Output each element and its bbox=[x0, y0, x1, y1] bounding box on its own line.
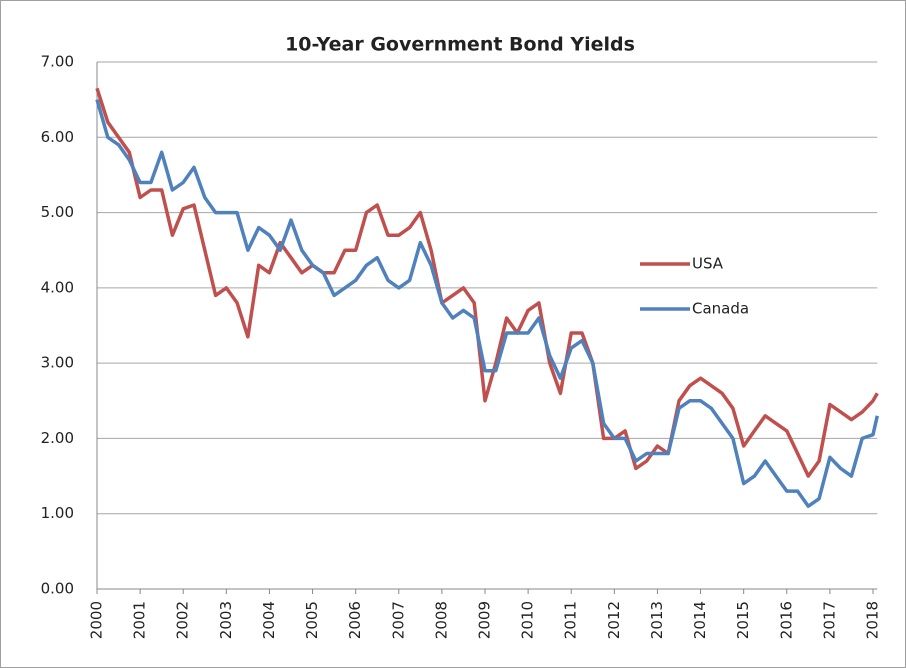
legend-label: Canada bbox=[692, 300, 749, 318]
x-tick-label: 2004 bbox=[260, 601, 278, 639]
y-tick-label: 3.00 bbox=[41, 354, 74, 372]
y-tick-label: 0.00 bbox=[41, 580, 74, 598]
x-tick-label: 2009 bbox=[476, 601, 494, 639]
series-line bbox=[95, 99, 880, 508]
x-tick-label: 2005 bbox=[303, 601, 321, 639]
series-line bbox=[95, 87, 879, 478]
x-tick-label: 2003 bbox=[217, 601, 235, 639]
x-tick-label: 2001 bbox=[131, 601, 149, 639]
y-tick-label: 2.00 bbox=[41, 429, 74, 447]
x-tick-label: 2008 bbox=[432, 601, 450, 639]
x-tick-label: 2018 bbox=[864, 601, 882, 639]
x-tick-label: 2017 bbox=[820, 601, 838, 639]
y-tick-label: 5.00 bbox=[41, 203, 74, 221]
x-tick-label: 2002 bbox=[174, 601, 192, 639]
x-tick-label: 2014 bbox=[691, 601, 709, 639]
x-tick-label: 2006 bbox=[346, 601, 364, 639]
x-tick-label: 2013 bbox=[648, 601, 666, 639]
x-tick-label: 2011 bbox=[562, 601, 580, 639]
x-tick-label: 2012 bbox=[605, 601, 623, 639]
x-tick-label: 2000 bbox=[88, 601, 106, 639]
x-tick-label: 2016 bbox=[777, 601, 795, 639]
x-tick-label: 2015 bbox=[734, 601, 752, 639]
x-tick-label: 2010 bbox=[519, 601, 537, 639]
y-tick-label: 7.00 bbox=[41, 53, 74, 71]
chart-title: 10-Year Government Bond Yields bbox=[285, 34, 635, 56]
legend-label: USA bbox=[692, 255, 724, 273]
y-tick-label: 4.00 bbox=[41, 278, 74, 296]
x-tick-label: 2007 bbox=[389, 601, 407, 639]
y-tick-label: 1.00 bbox=[41, 504, 74, 522]
y-tick-label: 6.00 bbox=[41, 128, 74, 146]
